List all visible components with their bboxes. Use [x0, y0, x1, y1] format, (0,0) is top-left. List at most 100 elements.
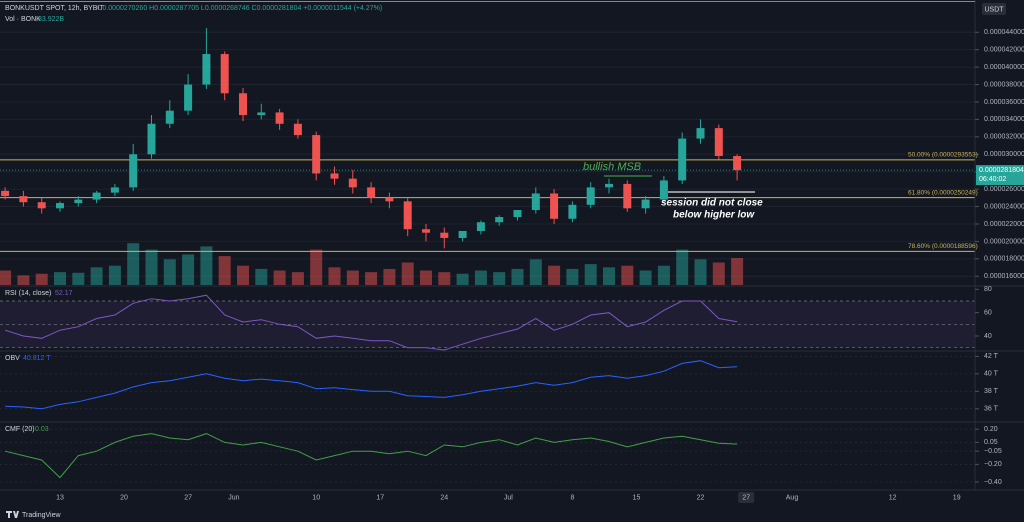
volume-bar	[145, 249, 158, 285]
x-tick-label: 13	[56, 494, 64, 501]
annotation: bullish MSB	[583, 161, 641, 173]
candle-body	[659, 180, 668, 200]
currency-box[interactable]	[982, 3, 1006, 15]
last-price: 0.0000281804	[979, 167, 1024, 174]
candle-body	[110, 187, 119, 193]
candle-body	[19, 196, 28, 203]
indicator-line	[4, 433, 738, 479]
y-tick-label: 40	[984, 333, 992, 340]
volume-bar	[237, 265, 249, 285]
volume-bar	[621, 265, 634, 285]
volume-bar	[548, 265, 561, 285]
rsi-value: 52.17	[55, 290, 73, 297]
x-tick-label: 20	[120, 494, 128, 501]
volume-bar	[438, 272, 451, 285]
indicator-line	[5, 360, 738, 410]
countdown: 06:40:02	[979, 176, 1006, 183]
candle-body	[56, 203, 64, 209]
volume-bar	[291, 272, 304, 285]
volume-bar	[584, 264, 597, 285]
candle-body	[476, 222, 485, 231]
candle-body	[568, 204, 577, 219]
volume-bar	[511, 268, 524, 285]
volume-bar	[383, 268, 396, 285]
volume-bar	[108, 265, 121, 285]
candle-body	[696, 128, 705, 139]
candle-body	[513, 210, 522, 218]
candle-body	[165, 110, 174, 124]
x-tick-label: 24	[440, 494, 448, 501]
cmf-value: 0.03	[35, 426, 49, 433]
volume-bar	[17, 275, 30, 285]
x-tick-label: 12	[889, 494, 897, 501]
candle-body	[312, 135, 321, 174]
x-tick-label: 15	[633, 494, 641, 501]
y-tick-label: 38 T	[984, 388, 999, 395]
candle-body	[605, 183, 613, 188]
candle-body	[239, 93, 247, 116]
branding: TradingView	[22, 512, 61, 519]
candle-body	[495, 217, 504, 223]
volume-bar	[566, 268, 579, 285]
volume-bar	[401, 262, 414, 285]
y-tick-label: 42 T	[984, 353, 999, 360]
ohlc: O0.0000270260 H0.0000287705 L0.000026874…	[97, 5, 382, 12]
candle-body	[385, 197, 394, 202]
volume-bar	[474, 270, 487, 285]
candle-body	[458, 230, 467, 238]
candle-body	[550, 193, 559, 219]
volume-bar	[420, 270, 432, 285]
volume-bar	[163, 259, 176, 285]
fib-label: 78.60% (0.0000188596)	[908, 243, 978, 250]
x-tick-label: Aug	[786, 494, 799, 501]
volume-bar	[657, 265, 670, 285]
candle-body	[733, 156, 742, 171]
rsi-title: RSI (14, close)	[5, 290, 51, 297]
volume-title: Vol · BONK	[5, 16, 41, 23]
candle-body	[184, 84, 193, 111]
logo	[6, 511, 19, 518]
volume-bar	[529, 259, 542, 285]
volume-bar	[182, 254, 195, 285]
volume-bar	[255, 268, 268, 285]
candle-body	[147, 123, 156, 155]
volume-bar	[712, 262, 725, 285]
annotation: session did not close	[661, 198, 763, 209]
candle-body	[531, 193, 540, 211]
y-tick-label: −0.20	[984, 461, 1002, 468]
volume-bar	[0, 270, 12, 285]
candle-body	[1, 190, 10, 197]
y-tick-label: 0.20	[984, 426, 998, 433]
candle-body	[129, 154, 138, 188]
fib-label: 50.00% (0.0000293553)	[908, 152, 978, 159]
fib-label: 61.80% (0.0000250249)	[908, 189, 978, 196]
currency[interactable]: USDT	[984, 6, 1004, 13]
candle-body	[403, 201, 412, 230]
x-tick-label: 27	[184, 494, 192, 501]
volume-bar	[54, 272, 66, 285]
y-tick-label: 40 T	[984, 371, 999, 378]
volume-bar	[273, 270, 286, 285]
date-highlight	[738, 492, 755, 503]
y-tick-label: 60	[984, 310, 992, 317]
candle-body	[74, 199, 83, 204]
candle-body	[678, 138, 687, 181]
candle-body	[37, 202, 46, 209]
volume-bar	[676, 249, 689, 285]
marks	[0, 27, 975, 479]
volume-bar	[731, 258, 744, 285]
candle-body	[275, 112, 284, 124]
candle-body	[623, 183, 632, 209]
y-tick-label: 80	[984, 286, 992, 293]
y-tick-label: −0.40	[984, 479, 1002, 486]
annotation: below higher low	[673, 210, 755, 221]
volume-bar	[72, 272, 85, 285]
indicator-line	[4, 294, 738, 351]
volume-bar	[603, 267, 615, 285]
volume-bar	[365, 272, 378, 285]
